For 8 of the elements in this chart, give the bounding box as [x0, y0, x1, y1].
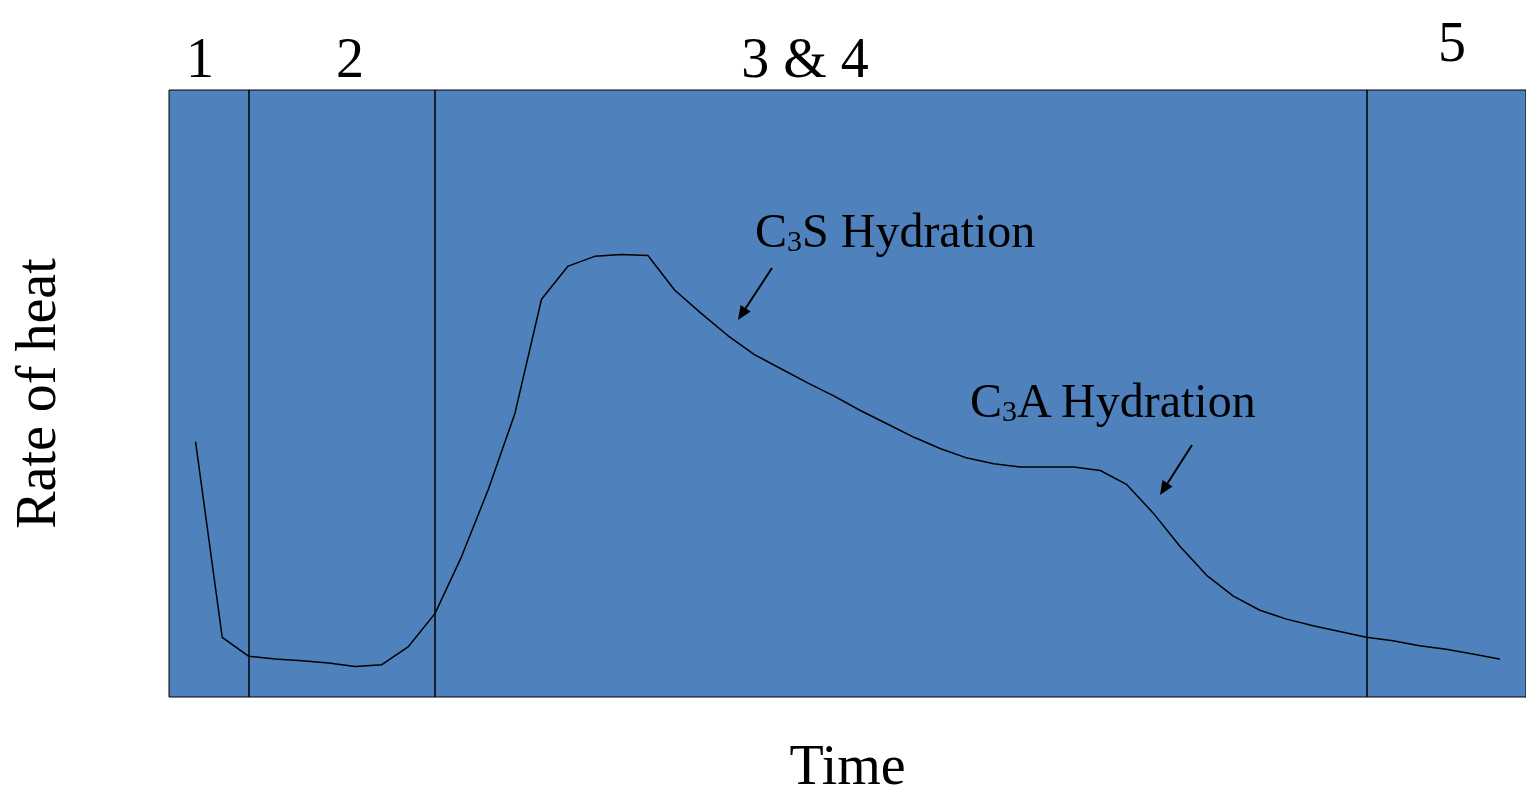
text: 1 — [186, 27, 214, 89]
text: 5 — [1438, 11, 1466, 73]
annotation: C3S Hydration — [755, 203, 1036, 257]
text: 3 & 4 — [741, 27, 869, 89]
y-axis-title: Rate of heat — [5, 257, 67, 529]
x-axis-title: Time — [789, 734, 906, 796]
annotation: C3A Hydration — [970, 373, 1256, 427]
text: 2 — [336, 27, 364, 89]
